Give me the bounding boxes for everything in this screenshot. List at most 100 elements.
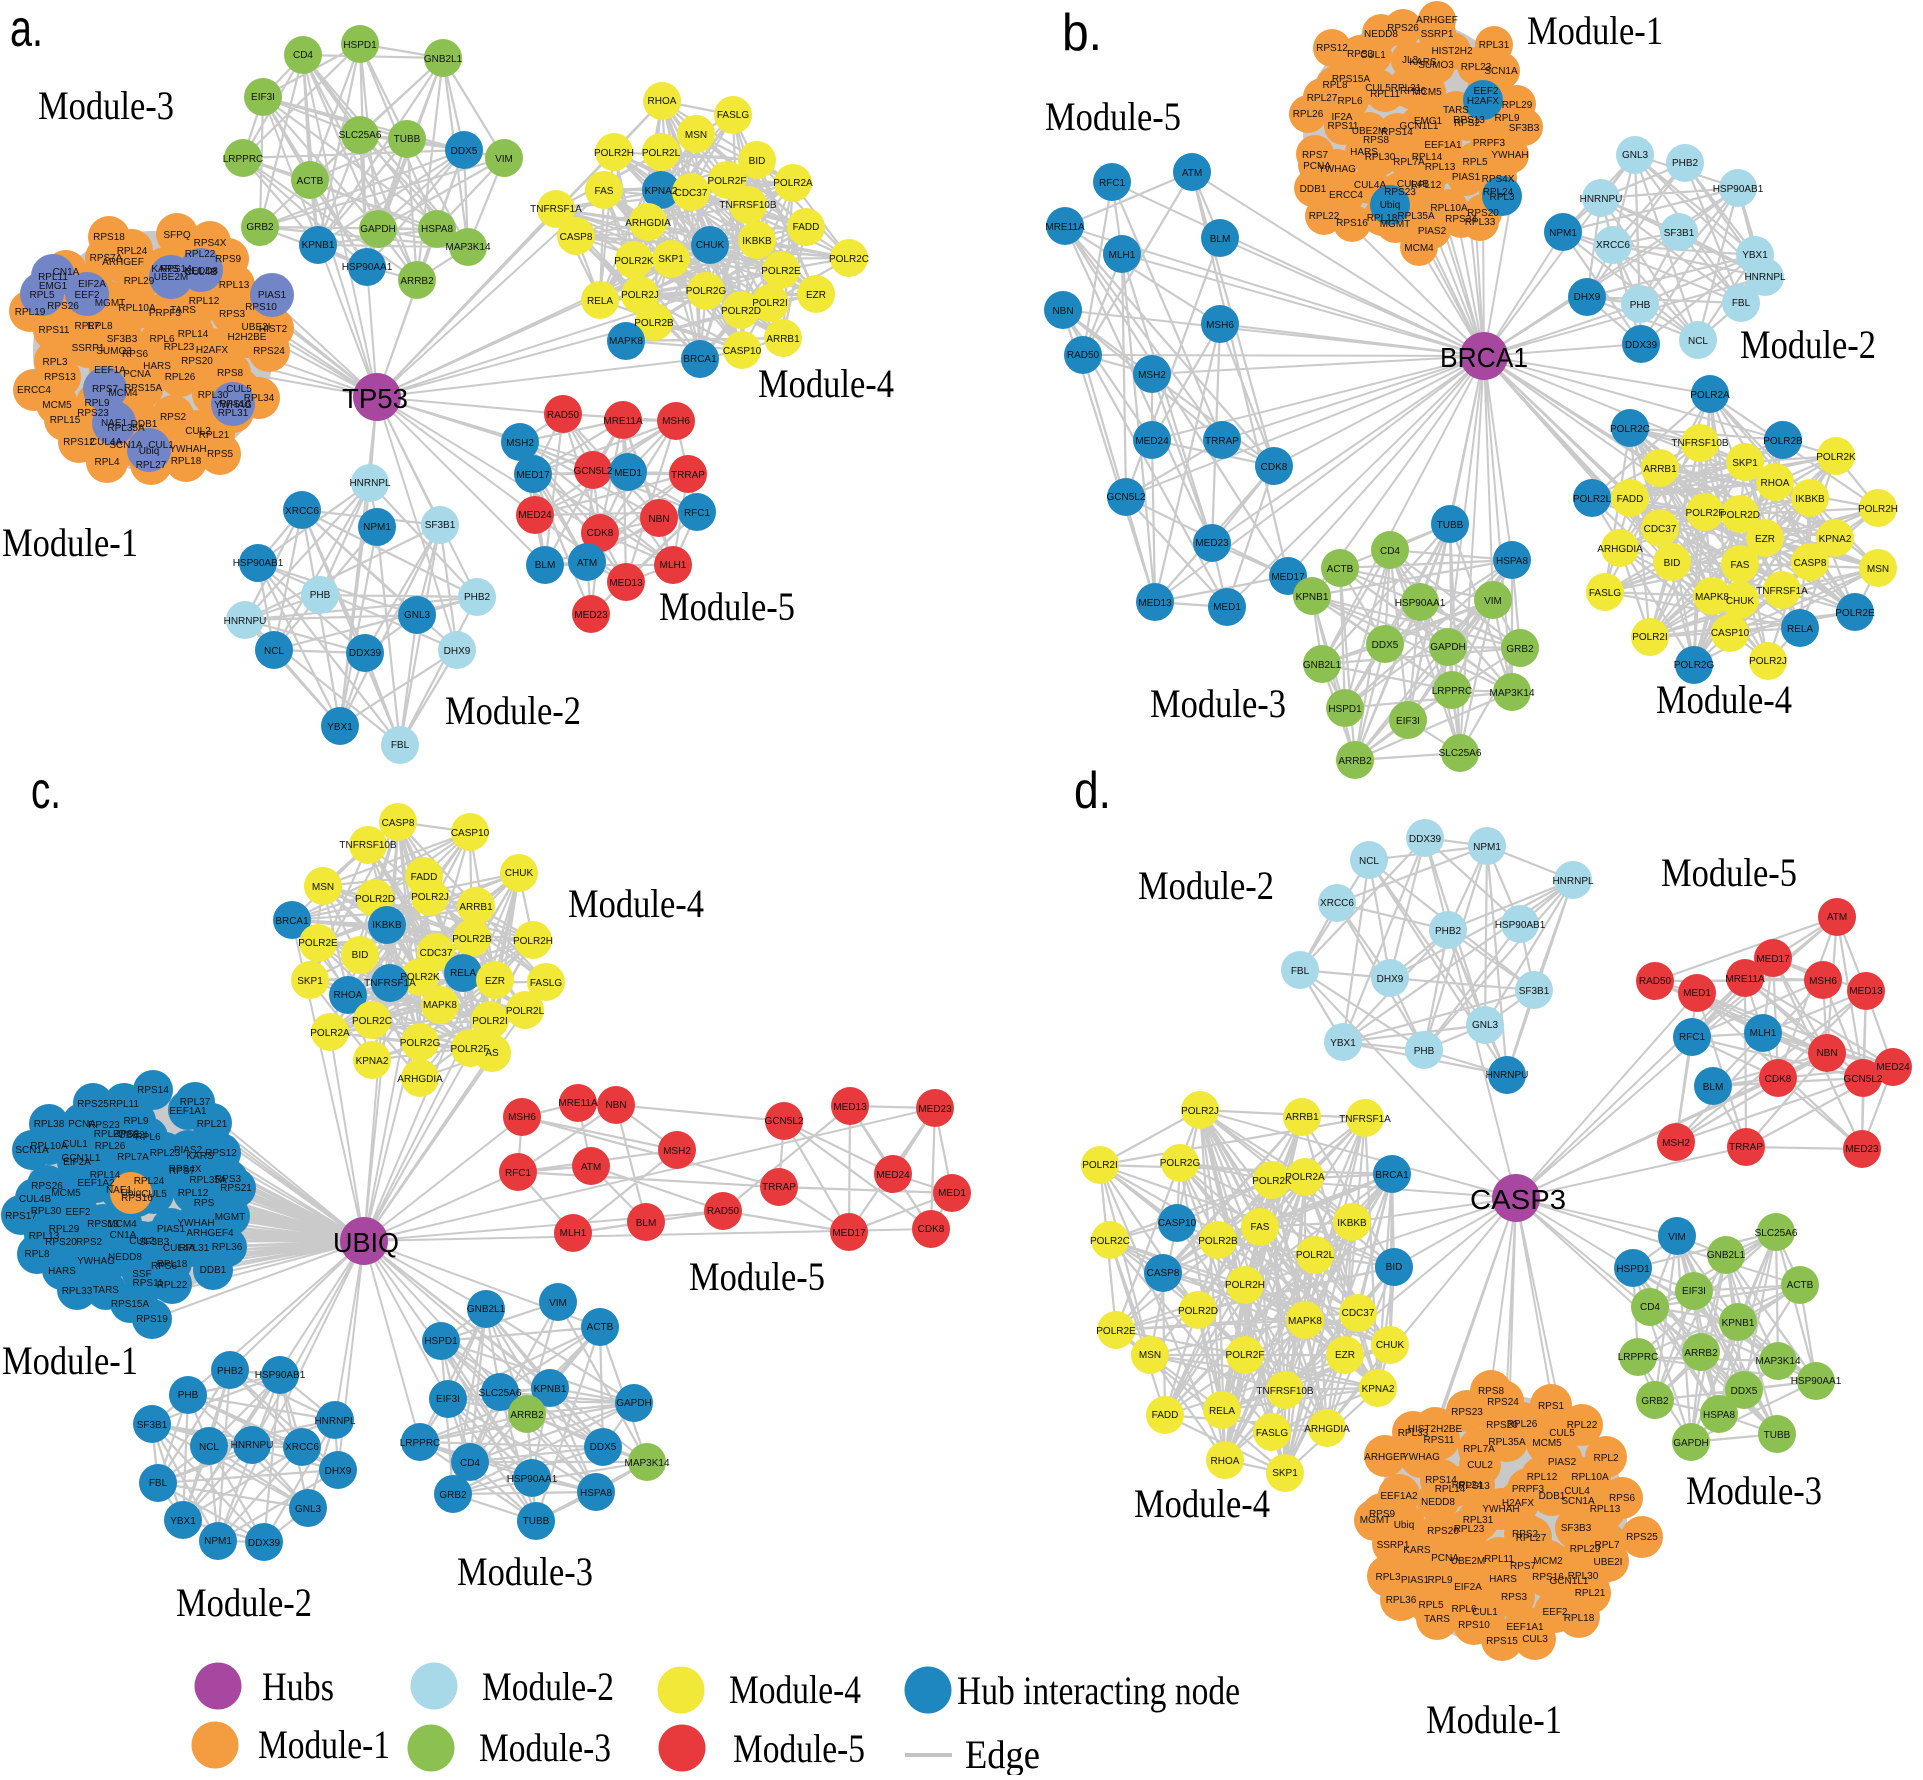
svg-text:POLR2B: POLR2B	[1198, 1236, 1238, 1247]
svg-text:PIAS1: PIAS1	[258, 290, 287, 301]
svg-text:PRPF3: PRPF3	[1512, 1484, 1545, 1495]
svg-text:YWHAH: YWHAH	[1482, 1504, 1519, 1515]
svg-text:RPL22: RPL22	[1567, 1420, 1598, 1431]
svg-text:RPS11: RPS11	[1424, 1435, 1455, 1446]
svg-text:DDB1: DDB1	[200, 1265, 227, 1276]
svg-text:POLR2L: POLR2L	[506, 1006, 545, 1017]
svg-text:RPS3: RPS3	[1347, 49, 1374, 60]
svg-text:Module-1: Module-1	[2, 1338, 138, 1383]
svg-text:RPS23: RPS23	[1451, 1407, 1483, 1418]
svg-text:RPL26: RPL26	[165, 372, 196, 383]
svg-text:EMG1: EMG1	[1414, 116, 1443, 127]
svg-text:RPS2: RPS2	[1512, 1529, 1539, 1540]
svg-text:IKBKB: IKBKB	[372, 920, 402, 931]
svg-text:CUL2: CUL2	[129, 1236, 155, 1247]
svg-text:RPL27: RPL27	[1307, 93, 1338, 104]
svg-text:MLH1: MLH1	[1750, 1028, 1777, 1039]
svg-text:CUL4B: CUL4B	[185, 267, 218, 278]
svg-text:TUBB: TUBB	[394, 134, 421, 145]
svg-text:RPS24: RPS24	[253, 346, 285, 357]
svg-text:POLR2H: POLR2H	[1858, 504, 1898, 515]
svg-text:NAE1: NAE1	[106, 1185, 133, 1196]
svg-text:MCM4: MCM4	[1404, 243, 1434, 254]
svg-text:DDB1: DDB1	[131, 419, 158, 430]
svg-text:YBX1: YBX1	[1742, 250, 1768, 261]
svg-text:POLR2D: POLR2D	[721, 306, 761, 317]
svg-text:POLR2G: POLR2G	[400, 1038, 441, 1049]
svg-text:CD4: CD4	[1640, 1302, 1660, 1313]
svg-text:POLR2E: POLR2E	[1096, 1326, 1136, 1337]
svg-text:MCM2: MCM2	[1533, 1556, 1563, 1567]
svg-text:RPL9: RPL9	[84, 398, 109, 409]
svg-text:CHUK: CHUK	[696, 240, 725, 251]
svg-text:GCN1L1: GCN1L1	[1400, 121, 1439, 132]
svg-text:RPS16: RPS16	[1336, 218, 1368, 229]
svg-text:MSH2: MSH2	[663, 1146, 691, 1157]
svg-text:SSF: SSF	[132, 1269, 151, 1280]
svg-text:MSN: MSN	[1139, 1350, 1161, 1361]
svg-text:FAS: FAS	[1731, 560, 1750, 571]
svg-text:HIST2H2BE: HIST2H2BE	[1408, 1424, 1463, 1435]
svg-text:MED17: MED17	[1271, 572, 1305, 583]
svg-text:VIM: VIM	[1484, 596, 1502, 607]
svg-text:EIF3I: EIF3I	[251, 92, 275, 103]
svg-text:PRPF3: PRPF3	[1473, 138, 1506, 149]
svg-text:EIF3I: EIF3I	[436, 1394, 460, 1405]
svg-text:RPL10A: RPL10A	[1430, 203, 1468, 214]
svg-text:ARRB2: ARRB2	[1338, 756, 1372, 767]
svg-text:HSP90AA1: HSP90AA1	[1791, 1376, 1842, 1387]
svg-text:MED24: MED24	[518, 510, 552, 521]
svg-text:RPL10A: RPL10A	[1571, 1472, 1609, 1483]
svg-text:POLR2I: POLR2I	[1082, 1160, 1118, 1171]
svg-text:Module-4: Module-4	[1656, 677, 1792, 722]
svg-text:TARS: TARS	[170, 305, 196, 316]
svg-text:RPS18: RPS18	[93, 232, 125, 243]
svg-text:JL3: JL3	[1402, 55, 1419, 66]
svg-text:HIST2H2: HIST2H2	[1431, 46, 1473, 57]
svg-text:RPL13: RPL13	[219, 280, 250, 291]
svg-text:MGMT: MGMT	[1380, 219, 1411, 230]
svg-text:GCN5L2: GCN5L2	[1107, 492, 1146, 503]
svg-text:NEDD8: NEDD8	[108, 1252, 142, 1263]
svg-text:YWHAH: YWHAH	[169, 444, 206, 455]
svg-text:TARS: TARS	[93, 1285, 119, 1296]
svg-text:MED13: MED13	[833, 1102, 867, 1113]
svg-text:FADD: FADD	[1617, 494, 1644, 505]
svg-text:Module-3: Module-3	[1150, 681, 1286, 726]
svg-text:POLR2J: POLR2J	[1181, 1106, 1219, 1117]
svg-text:RPS26: RPS26	[1427, 1526, 1459, 1537]
svg-text:Hubs: Hubs	[262, 1664, 334, 1709]
svg-text:CD4: CD4	[293, 50, 313, 61]
svg-text:SCN1A: SCN1A	[1484, 66, 1518, 77]
svg-text:YBX1: YBX1	[170, 1516, 196, 1527]
svg-text:GAPDH: GAPDH	[1430, 642, 1466, 653]
svg-text:RPS11: RPS11	[39, 325, 70, 336]
svg-text:POLR2H: POLR2H	[1225, 1280, 1265, 1291]
svg-text:RPL12: RPL12	[1411, 180, 1442, 191]
svg-text:CDK8: CDK8	[1261, 462, 1288, 473]
svg-text:IKBKB: IKBKB	[742, 236, 772, 247]
svg-text:RPL21: RPL21	[199, 430, 230, 441]
svg-text:MED24: MED24	[1876, 1062, 1910, 1073]
svg-text:MLH1: MLH1	[1109, 250, 1136, 261]
svg-text:CASP8: CASP8	[1147, 1268, 1180, 1279]
svg-text:SKP1: SKP1	[1272, 1468, 1298, 1479]
svg-text:CUL5: CUL5	[226, 384, 252, 395]
svg-text:ARRB1: ARRB1	[459, 902, 493, 913]
svg-text:CDK8: CDK8	[587, 528, 614, 539]
svg-text:MCM5: MCM5	[51, 1188, 81, 1199]
svg-text:NCL: NCL	[1359, 856, 1379, 867]
svg-text:YWHAG: YWHAG	[1318, 164, 1356, 175]
svg-text:Module-1: Module-1	[1527, 8, 1663, 53]
svg-text:DDX5: DDX5	[451, 146, 478, 157]
svg-text:RPL26: RPL26	[1507, 1419, 1538, 1430]
svg-text:HSPA8: HSPA8	[1496, 556, 1528, 567]
svg-text:LRPPRC: LRPPRC	[1618, 1352, 1659, 1363]
svg-text:CDK8: CDK8	[1765, 1074, 1792, 1085]
svg-text:RPL33: RPL33	[62, 1286, 93, 1297]
svg-text:HSP90AA1: HSP90AA1	[507, 1474, 558, 1485]
svg-text:POLR2K: POLR2K	[1252, 1176, 1292, 1187]
svg-text:TP53: TP53	[342, 383, 408, 414]
svg-text:RHOA: RHOA	[648, 96, 677, 107]
svg-text:RPS26: RPS26	[31, 1181, 63, 1192]
